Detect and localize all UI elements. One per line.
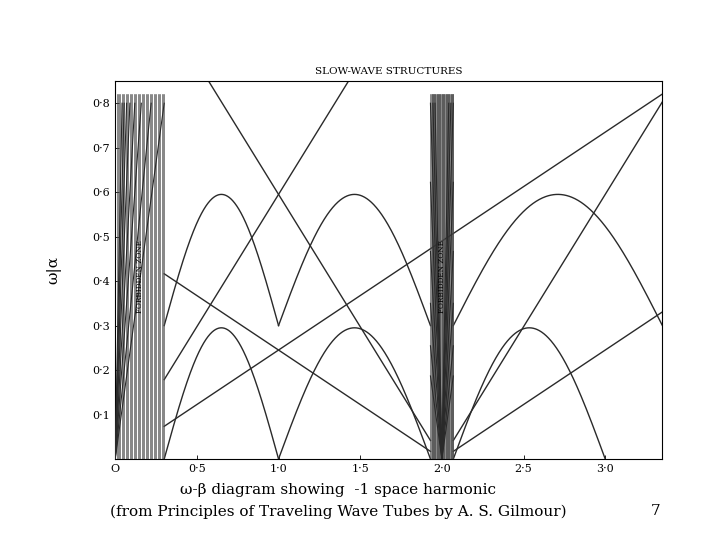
Text: ω|α: ω|α <box>47 256 61 284</box>
Text: ω-β diagram showing  -1 space harmonic: ω-β diagram showing -1 space harmonic <box>181 483 496 497</box>
Text: 7: 7 <box>650 504 660 518</box>
Text: FORBIDDEN ZONE: FORBIDDEN ZONE <box>438 240 446 313</box>
Text: FORBIDDEN ZONE: FORBIDDEN ZONE <box>135 240 144 313</box>
Text: (from Principles of Traveling Wave Tubes by A. S. Gilmour): (from Principles of Traveling Wave Tubes… <box>110 504 567 518</box>
Title: SLOW-WAVE STRUCTURES: SLOW-WAVE STRUCTURES <box>315 67 462 76</box>
